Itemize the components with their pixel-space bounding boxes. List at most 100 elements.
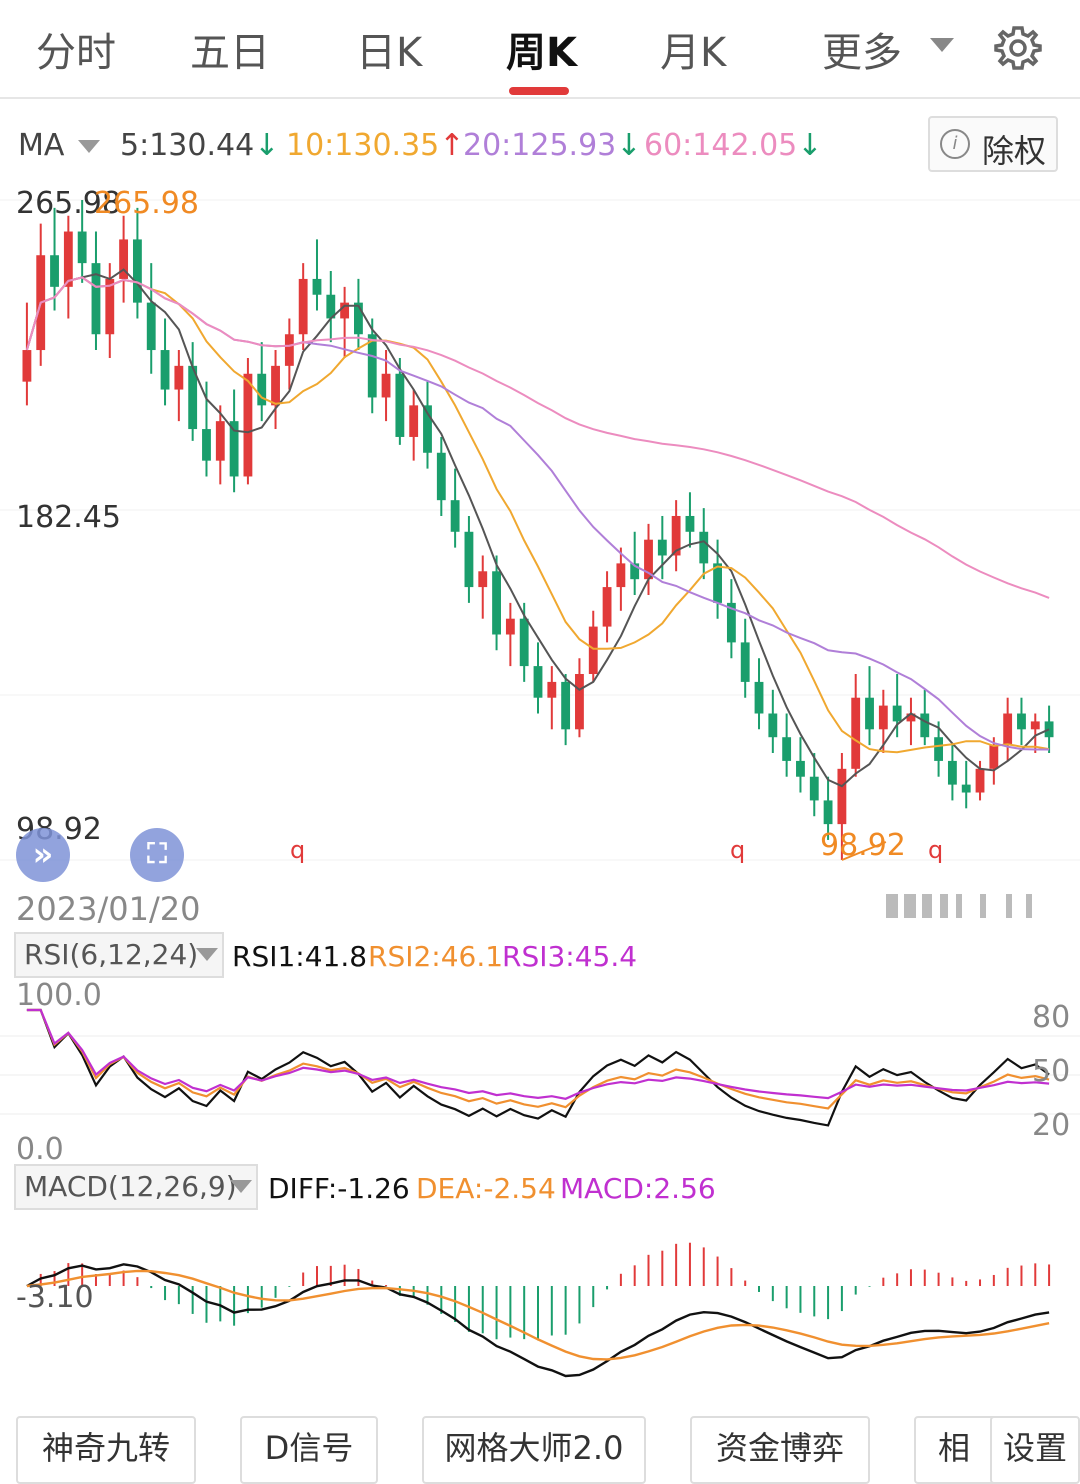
scroll-indicator[interactable] — [886, 890, 1066, 922]
candle-body — [892, 705, 902, 722]
candle-body — [519, 618, 529, 667]
price-axis-top: 265.98 — [16, 186, 121, 221]
candle-body — [1003, 713, 1013, 746]
candle-body — [50, 255, 59, 287]
macd-hist-value: MACD:2.56 — [560, 1172, 716, 1205]
rsi-level-80: 80 — [1032, 1000, 1071, 1035]
candle-body — [782, 737, 792, 761]
candle-body — [547, 681, 557, 698]
rsi-level-50: 50 — [1032, 1054, 1071, 1089]
rsi-level-20: 20 — [1032, 1108, 1071, 1143]
rsi3-line — [26, 1008, 1050, 1100]
candle-body — [961, 784, 971, 793]
candle-body — [975, 768, 985, 793]
ma60-line — [25, 276, 1050, 599]
low-pointer-line — [841, 841, 887, 861]
candle-body — [492, 571, 501, 635]
gear-icon[interactable] — [994, 24, 1042, 72]
candle-body — [865, 697, 874, 730]
candle-body — [1030, 721, 1040, 730]
tab-intraday[interactable]: 分时 — [36, 30, 116, 76]
candle-body — [685, 515, 695, 532]
candle-body — [768, 713, 778, 738]
candle-body — [146, 302, 156, 351]
candle-body — [132, 239, 142, 303]
tab-five-day[interactable]: 五日 — [190, 30, 270, 76]
candle-body — [934, 737, 944, 761]
up-arrow-icon: ↑ — [439, 128, 465, 163]
candle-body — [22, 350, 32, 382]
macd-chart[interactable] — [0, 1212, 1080, 1397]
candle-body — [450, 500, 460, 532]
candle-body — [174, 365, 184, 390]
candle-body — [409, 405, 419, 437]
fullscreen-icon[interactable]: ⛶ — [130, 828, 184, 882]
candle-body — [616, 563, 626, 588]
double-chevron-right-icon[interactable]: » — [16, 828, 70, 882]
candle-body — [602, 587, 612, 627]
tab-weekly-k[interactable]: 周K — [506, 30, 577, 76]
ex-rights-button[interactable]: i 除权 — [928, 116, 1058, 172]
candle-body — [713, 563, 722, 603]
candle-body — [823, 800, 833, 825]
candle-body — [478, 571, 488, 588]
price-axis-mid: 182.45 — [16, 500, 121, 535]
capital-game-button[interactable]: 资金博弈 — [690, 1416, 870, 1484]
ma10-value: 10:130.35↑ — [286, 128, 465, 163]
candle-body — [257, 373, 267, 406]
candle-body — [243, 373, 253, 477]
rsi1-value: RSI1:41.8 — [232, 940, 368, 973]
rsi-axis-bottom: 0.0 — [16, 1132, 64, 1167]
indicator-toolbar: 神奇九转 D信号 网格大师2.0 资金博弈 相 设置 — [0, 1404, 1080, 1484]
tab-daily-k[interactable]: 日K — [356, 30, 423, 76]
related-button[interactable]: 相 — [914, 1416, 998, 1484]
candle-body — [533, 666, 543, 698]
high-price-annotation: 265.98 — [94, 186, 199, 221]
chevron-down-icon[interactable] — [930, 38, 954, 52]
macd-dea-value: DEA:-2.54 — [416, 1172, 556, 1205]
candle-body — [91, 263, 101, 335]
candlestick-chart[interactable] — [0, 180, 1080, 880]
candle-body — [436, 452, 446, 501]
candle-body — [395, 373, 405, 437]
candle-body — [229, 421, 239, 477]
rsi-axis-top: 100.0 — [16, 978, 102, 1013]
down-arrow-icon: ↓ — [616, 128, 642, 163]
signal-marker: q — [290, 836, 306, 864]
chevron-down-icon — [196, 948, 218, 961]
candle-body — [851, 697, 861, 769]
rsi2-value: RSI2:46.1 — [368, 940, 504, 973]
rsi1-line — [26, 1008, 1050, 1127]
candle-body — [671, 515, 681, 556]
candle-body — [312, 278, 322, 295]
ma60-value: 60:142.05↓ — [644, 128, 823, 163]
candle-body — [657, 539, 667, 556]
candle-body — [754, 681, 764, 714]
active-tab-indicator — [509, 87, 569, 95]
info-icon: i — [940, 129, 970, 159]
macd-axis-label: -3.10 — [16, 1280, 94, 1315]
candle-body — [354, 302, 363, 335]
candle-body — [699, 531, 709, 564]
rsi3-value: RSI3:45.4 — [502, 940, 638, 973]
macd-selector[interactable]: MACD(12,26,9) — [14, 1164, 258, 1210]
chevron-down-icon[interactable] — [78, 140, 100, 153]
magic-nine-button[interactable]: 神奇九转 — [16, 1416, 196, 1484]
ma-selector-label[interactable]: MA — [18, 128, 65, 163]
candle-body — [63, 231, 73, 287]
candle-body — [740, 642, 750, 682]
chevron-down-icon — [230, 1180, 252, 1193]
candle-body — [644, 539, 653, 580]
tab-monthly-k[interactable]: 月K — [660, 30, 727, 76]
tab-more[interactable]: 更多 — [822, 30, 902, 76]
settings-button[interactable]: 设置 — [990, 1416, 1080, 1484]
rsi-chart[interactable] — [0, 1000, 1080, 1150]
candle-body — [271, 365, 280, 406]
grid-master-button[interactable]: 网格大师2.0 — [422, 1416, 646, 1484]
candle-body — [906, 713, 916, 722]
candle-body — [215, 421, 225, 461]
rsi-selector[interactable]: RSI(6,12,24) — [14, 932, 224, 978]
ma5-value: 5:130.44↓ — [120, 128, 280, 163]
d-signal-button[interactable]: D信号 — [240, 1416, 378, 1484]
candle-body — [505, 618, 515, 635]
